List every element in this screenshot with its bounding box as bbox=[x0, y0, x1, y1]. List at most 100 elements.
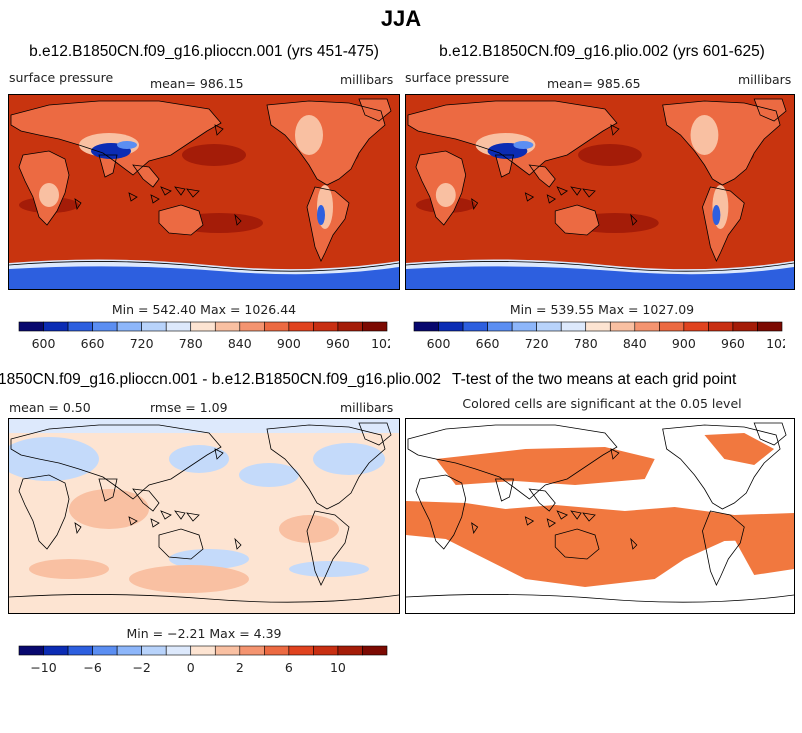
colorbar-tick-label: 960 bbox=[326, 336, 350, 351]
se-asia-coastline bbox=[528, 164, 556, 188]
panel1-colorbar: 600 660 720 780 840 900 960 1020 bbox=[18, 321, 390, 351]
panel1-units-label: millibars bbox=[340, 72, 394, 87]
positive-anomaly bbox=[279, 515, 339, 543]
colorbar-swatch bbox=[67, 321, 93, 332]
island-coastline bbox=[128, 192, 138, 202]
colorbar-swatch bbox=[438, 321, 464, 332]
island-coastline bbox=[546, 518, 557, 528]
antarctic-low bbox=[9, 266, 399, 289]
significant-region bbox=[406, 501, 794, 587]
colorbar-tick-label: 0 bbox=[187, 660, 195, 675]
africa-coastline bbox=[18, 150, 70, 226]
positive-anomaly bbox=[129, 565, 249, 593]
greenland-coastline bbox=[753, 98, 787, 122]
island-coastline bbox=[234, 213, 242, 226]
island-coastline bbox=[630, 537, 638, 550]
figure-title: JJA bbox=[380, 6, 422, 31]
panel1-mean-label: mean= 986.15 bbox=[150, 76, 244, 91]
antarctica-coastline bbox=[406, 594, 794, 603]
colorbar-swatch bbox=[116, 321, 142, 332]
andes-low bbox=[317, 205, 325, 225]
positive-anomaly bbox=[69, 489, 149, 529]
north-america-coastline bbox=[662, 100, 781, 186]
island-coastline bbox=[150, 194, 160, 204]
tibet-fringe bbox=[513, 141, 534, 149]
south-america-coastline bbox=[306, 510, 350, 586]
island-coastline bbox=[556, 510, 569, 520]
colorbar-swatch bbox=[141, 321, 167, 332]
africa-coastline bbox=[415, 150, 467, 226]
colorbar-tick-label: 720 bbox=[525, 336, 549, 351]
panel3-minmax: Min = −2.21 Max = 4.39 bbox=[126, 626, 282, 641]
colorbar-swatch bbox=[165, 645, 192, 656]
panel1-variable-label: surface pressure bbox=[9, 70, 114, 85]
colorbar-swatch bbox=[337, 321, 363, 332]
eurasia-coastline bbox=[10, 100, 222, 176]
greenland-coastline bbox=[753, 422, 787, 446]
africa-coastline bbox=[415, 474, 467, 550]
negative-anomaly bbox=[169, 445, 229, 473]
island-coastline bbox=[234, 537, 242, 550]
colorbar-swatch bbox=[141, 645, 167, 656]
high-pressure-cell bbox=[578, 144, 642, 166]
colorbar-swatch bbox=[43, 645, 69, 656]
negative-anomaly bbox=[169, 549, 249, 569]
north-america-land bbox=[267, 101, 385, 185]
tibet-fringe bbox=[117, 141, 137, 149]
colorbar-tick-label: 600 bbox=[32, 336, 56, 351]
colorbar-tick-label: 900 bbox=[672, 336, 696, 351]
colorbar-tick-label: 1020 bbox=[766, 336, 785, 351]
panel3-title: 1850CN.f09_g16.plioccn.001 - b.e12.B1850… bbox=[0, 371, 441, 388]
colorbar-tick-label: 960 bbox=[721, 336, 745, 351]
india-coastline bbox=[98, 154, 118, 178]
colorbar-tick-label: 780 bbox=[179, 336, 203, 351]
island-coastline bbox=[160, 510, 172, 520]
se-asia-coastline bbox=[132, 488, 160, 512]
colorbar-swatch bbox=[487, 321, 513, 332]
colorbar-swatch bbox=[313, 645, 339, 656]
colorbar-swatch bbox=[43, 321, 69, 332]
se-asia-coastline bbox=[528, 488, 556, 512]
colorbar-swatch bbox=[92, 645, 118, 656]
africa-coastline bbox=[18, 474, 70, 550]
colorbar-swatch bbox=[462, 321, 488, 332]
colorbar-swatch bbox=[239, 321, 265, 332]
colorbar-swatch bbox=[18, 321, 44, 332]
colorbar-swatch bbox=[239, 645, 265, 656]
greenland-coastline bbox=[358, 98, 392, 122]
significant-region bbox=[704, 433, 775, 465]
colorbar-tick-label: 660 bbox=[476, 336, 500, 351]
colorbar-swatch bbox=[585, 321, 611, 332]
panel2-title: b.e12.B1850CN.f09_g16.plio.002 (yrs 601-… bbox=[439, 43, 765, 60]
island-coastline bbox=[174, 510, 186, 520]
eurasia-coastline bbox=[10, 424, 222, 500]
island-coastline bbox=[524, 516, 535, 526]
india-coastline bbox=[98, 478, 118, 502]
panel1-map-svg bbox=[9, 95, 399, 289]
colorbar-swatch bbox=[362, 645, 388, 656]
panel2-colorbar: 600 660 720 780 840 900 960 1020 bbox=[413, 321, 785, 351]
island-coastline bbox=[524, 192, 535, 202]
panel4-title: T-test of the two means at each grid poi… bbox=[452, 371, 737, 388]
panel3-colorbar: −10 −6 −2 0 2 6 10 bbox=[18, 645, 388, 675]
australia-land bbox=[159, 205, 203, 235]
colorbar-tick-label: 10 bbox=[330, 660, 346, 675]
north-america-land bbox=[662, 101, 781, 185]
colorbar-tick-label: 720 bbox=[130, 336, 154, 351]
north-america-coastline bbox=[266, 424, 386, 510]
island-coastline bbox=[128, 516, 138, 526]
negative-anomaly bbox=[289, 561, 369, 577]
island-coastline bbox=[570, 186, 582, 196]
island-coastline bbox=[214, 124, 224, 136]
island-coastline bbox=[471, 522, 479, 535]
island-coastline bbox=[570, 510, 582, 520]
australia-coastline bbox=[158, 204, 204, 236]
island-coastline bbox=[150, 518, 160, 528]
colorbar-swatch bbox=[362, 321, 388, 332]
australia-land bbox=[555, 205, 600, 235]
island-coastline bbox=[556, 186, 569, 196]
colorbar-tick-label: 660 bbox=[81, 336, 105, 351]
se-asia-land bbox=[133, 165, 159, 187]
colorbar-tick-label: 840 bbox=[623, 336, 647, 351]
panel3-rmse-label: rmse = 1.09 bbox=[150, 400, 228, 415]
